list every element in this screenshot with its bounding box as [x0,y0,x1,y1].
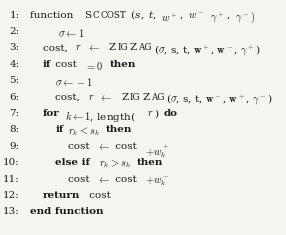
Text: cost: cost [52,60,81,69]
Text: ($\sigma$, s, t, $\mathbf{w}^+$, $\mathbf{w}^-$, $\gamma^+$): ($\sigma$, s, t, $\mathbf{w}^+$, $\mathb… [154,43,260,58]
Text: $\leftarrow$: $\leftarrow$ [83,43,106,53]
Text: cost: cost [112,142,141,151]
Text: AG: AG [151,93,164,102]
Text: $r$: $r$ [147,109,154,118]
Text: if: if [55,125,64,134]
Text: do: do [163,109,177,118]
Text: 2:: 2: [9,27,20,36]
Text: 6:: 6: [9,93,20,102]
Text: function: function [30,11,77,20]
Text: $w^-$: $w^-$ [188,11,204,21]
Text: then: then [106,125,132,134]
Text: 4:: 4: [9,60,20,69]
Text: $\leftarrow$: $\leftarrow$ [97,142,110,152]
Text: 5:: 5: [9,76,20,85]
Text: 1:: 1: [9,11,20,20]
Text: $r_k < s_k$: $r_k < s_k$ [65,125,100,138]
Text: ,: , [227,11,234,20]
Text: Z: Z [122,93,129,102]
Text: ): ) [155,109,162,118]
Text: AG: AG [138,43,152,52]
Text: $= 0$: $= 0$ [85,60,104,72]
Text: cost,: cost, [43,43,71,52]
Text: $r$: $r$ [88,93,94,102]
Text: cost: cost [86,191,111,200]
Text: ($\sigma$, s, t, $\mathbf{w}^-$, $\mathbf{w}^+$, $\gamma^-$): ($\sigma$, s, t, $\mathbf{w}^-$, $\mathb… [166,93,273,107]
Text: $+ w_k^-$: $+ w_k^-$ [145,175,170,188]
Text: 7:: 7: [9,109,20,118]
Text: ,: , [153,11,160,20]
Text: $+ w_k^+$: $+ w_k^+$ [145,142,170,160]
Text: cost: cost [68,175,93,184]
Text: Z: Z [109,43,116,52]
Text: cost,: cost, [55,93,84,102]
Text: for: for [43,109,60,118]
Text: $w^+$: $w^+$ [161,11,178,24]
Text: COST: COST [100,11,126,20]
Text: 3:: 3: [9,43,20,52]
Text: C: C [92,11,99,20]
Text: 8:: 8: [9,125,20,134]
Text: Z: Z [130,43,137,52]
Text: 11:: 11: [3,175,20,184]
Text: then: then [110,60,136,69]
Text: Z: Z [142,93,150,102]
Text: ,: , [180,11,186,20]
Text: (: ( [130,11,134,20]
Text: $r_k > s_k$: $r_k > s_k$ [96,158,131,170]
Text: 10:: 10: [3,158,20,167]
Text: t: t [148,11,152,20]
Text: 13:: 13: [3,208,20,216]
Text: $\leftarrow$: $\leftarrow$ [96,93,118,103]
Text: IG: IG [118,43,128,52]
Text: then: then [137,158,163,167]
Text: $r$: $r$ [76,43,82,52]
Text: cost: cost [112,175,141,184]
Text: $\sigma \leftarrow 1$: $\sigma \leftarrow 1$ [58,27,84,39]
Text: cost: cost [68,142,93,151]
Text: 9:: 9: [9,142,20,151]
Text: $\gamma^-)$: $\gamma^-)$ [235,11,255,25]
Text: $\gamma^+$: $\gamma^+$ [207,11,225,25]
Text: IG: IG [130,93,141,102]
Text: s: s [135,11,140,20]
Text: ,: , [141,11,148,20]
Text: $k \leftarrow 1$, length(: $k \leftarrow 1$, length( [62,109,136,124]
Text: else if: else if [55,158,90,167]
Text: $\leftarrow$: $\leftarrow$ [97,175,110,185]
Text: return: return [43,191,80,200]
Text: $\sigma \leftarrow -1$: $\sigma \leftarrow -1$ [55,76,94,88]
Text: S: S [84,11,91,20]
Text: end function: end function [30,208,104,216]
Text: if: if [43,60,51,69]
Text: 12:: 12: [3,191,20,200]
